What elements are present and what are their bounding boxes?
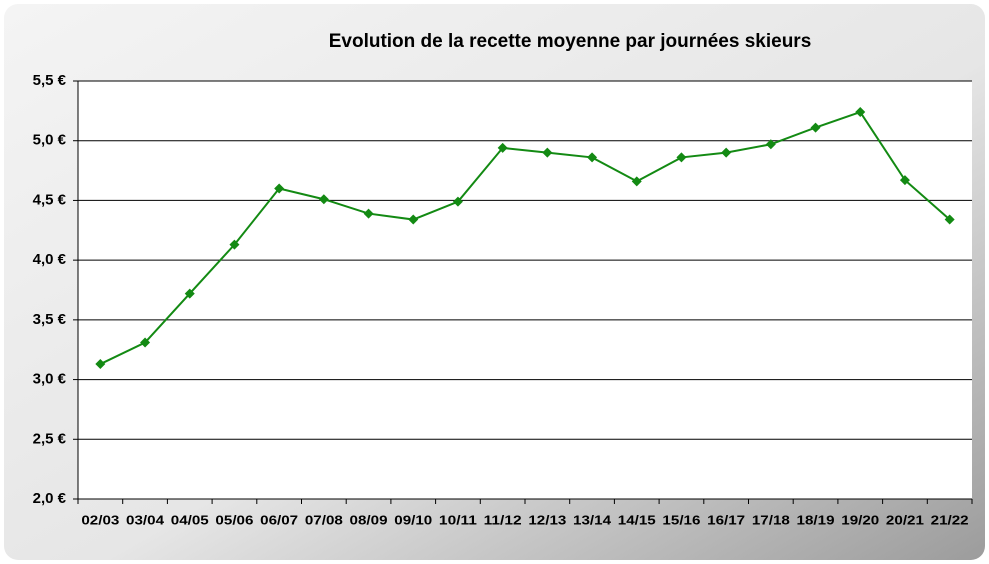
line xyxy=(99,110,951,365)
marker xyxy=(408,214,419,225)
marker xyxy=(899,175,910,186)
marker xyxy=(542,147,553,158)
x-tick-label: 21/22 xyxy=(931,512,969,527)
y-tick-label: 3,0 € xyxy=(33,371,67,388)
marker xyxy=(318,194,329,205)
y-tick-label: 4,0 € xyxy=(33,251,67,268)
marker xyxy=(587,152,598,163)
x-tick-label: 15/16 xyxy=(662,512,700,527)
x-tick-label: 10/11 xyxy=(439,512,477,527)
marker xyxy=(140,337,151,348)
marker xyxy=(229,239,240,250)
marker xyxy=(631,176,642,187)
x-tick-label: 12/13 xyxy=(528,512,566,527)
x-tick-label: 18/19 xyxy=(797,512,835,527)
x-tick-label: 14/15 xyxy=(618,512,656,527)
marker xyxy=(274,183,285,194)
x-tick-label: 05/06 xyxy=(215,512,253,527)
marker xyxy=(497,142,508,153)
y-tick-label: 5,0 € xyxy=(33,132,67,149)
x-tick-label: 16/17 xyxy=(707,512,745,527)
marker xyxy=(721,147,732,158)
x-tick-label: 04/05 xyxy=(171,512,209,527)
marker xyxy=(855,107,866,118)
chart-title: Evolution de la recette moyenne par jour… xyxy=(329,31,812,52)
marker xyxy=(676,152,687,163)
plot-area xyxy=(78,81,972,499)
x-tick-label: 17/18 xyxy=(752,512,790,527)
x-tick-label: 13/14 xyxy=(573,512,612,527)
x-tick-label: 20/21 xyxy=(886,512,924,527)
y-tick-label: 2,0 € xyxy=(33,490,67,507)
y-tick-label: 5,5 € xyxy=(33,72,67,89)
y-tick-label: 2,5 € xyxy=(33,430,67,447)
x-tick-label: 07/08 xyxy=(305,512,343,527)
marker xyxy=(810,122,821,133)
y-tick-label: 4,5 € xyxy=(33,191,67,208)
marker xyxy=(184,288,195,299)
x-tick-label: 06/07 xyxy=(260,512,298,527)
x-tick-label: 08/09 xyxy=(350,512,388,527)
x-tick-label: 11/12 xyxy=(484,512,522,527)
marker xyxy=(765,139,776,150)
x-tick-label: 03/04 xyxy=(126,512,165,527)
marker xyxy=(363,208,374,219)
marker xyxy=(452,196,463,207)
x-tick-label: 02/03 xyxy=(81,512,119,527)
y-tick-label: 3,5 € xyxy=(33,311,67,328)
x-tick-label: 19/20 xyxy=(841,512,879,527)
marker xyxy=(95,359,106,370)
x-tick-label: 09/10 xyxy=(394,512,432,527)
marker xyxy=(944,214,955,225)
